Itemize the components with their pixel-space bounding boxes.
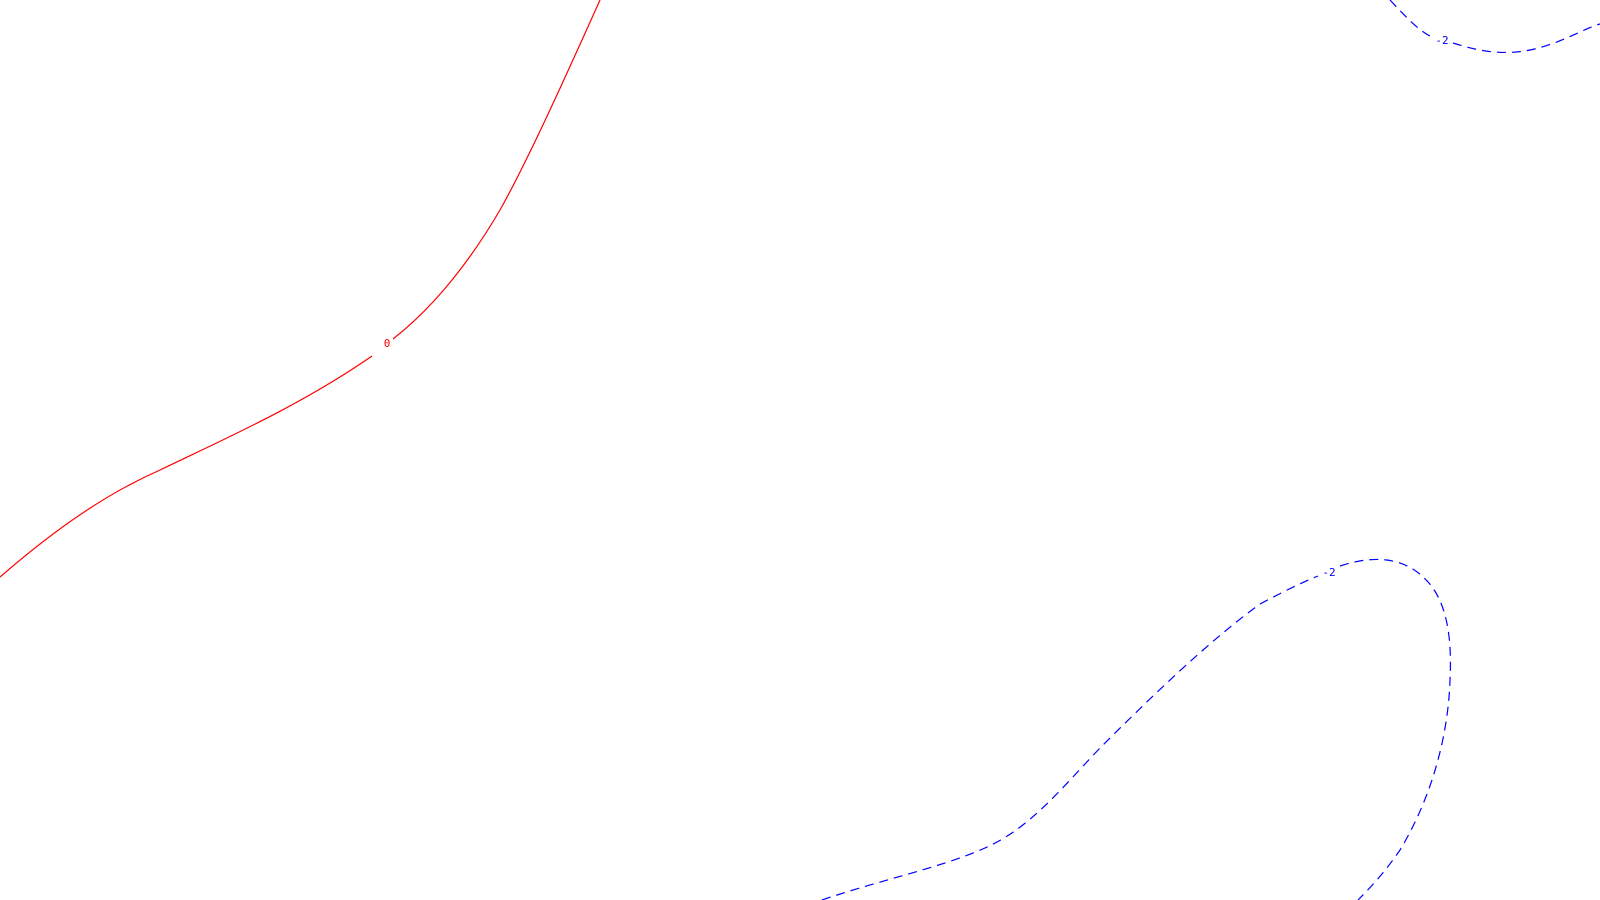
contour-label-zero: 0 — [384, 337, 391, 350]
contour-line-neg-bottom-left — [821, 575, 1319, 900]
contour-line-neg-top-right — [1452, 23, 1600, 54]
contour-line-zero — [0, 355, 373, 578]
contour-line-neg-bottom-right — [1339, 558, 1451, 900]
contour-label-neg-top: -2 — [1435, 34, 1448, 47]
contour-line-neg-top-left — [1389, 0, 1431, 37]
contour-line-zero-upper — [392, 0, 601, 340]
contour-label-neg-bottom: -2 — [1322, 566, 1335, 579]
